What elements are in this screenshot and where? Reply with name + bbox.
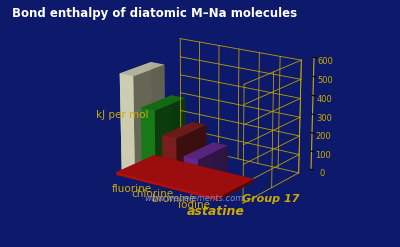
Text: Bond enthalpy of diatomic M–Na molecules: Bond enthalpy of diatomic M–Na molecules [12, 7, 297, 21]
